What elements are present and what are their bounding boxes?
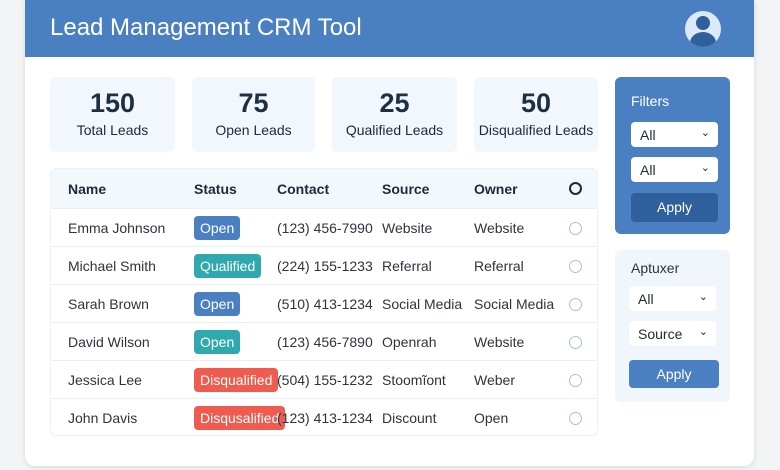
lead-source: Discount	[382, 410, 437, 426]
source-select[interactable]: Source ⌄	[629, 321, 716, 346]
secondary-filters-panel: Aptuxer All ⌄ Source ⌄ Apply	[615, 250, 730, 402]
stat-label: Total Leads	[76, 122, 149, 138]
chevron-down-icon: ⌄	[698, 291, 708, 303]
select-value: All	[640, 162, 656, 178]
app-title: Lead Management CRM Tool	[50, 14, 362, 41]
filter-select-3[interactable]: All ⌄	[629, 286, 716, 311]
col-owner[interactable]: Owner	[474, 181, 518, 197]
lead-name: Jessica Lee	[68, 372, 142, 388]
lead-name: John Davis	[68, 410, 138, 426]
status-badge: Open	[194, 330, 241, 354]
stat-card: 50 Disqualified Leads	[474, 77, 598, 152]
chevron-down-icon: ⌄	[698, 326, 708, 338]
stat-card: 150 Total Leads	[50, 77, 175, 152]
filters-title: Filters	[631, 93, 670, 109]
lead-name: Michael Smith	[68, 258, 156, 274]
stat-value: 25	[379, 88, 410, 118]
table-row[interactable]: Jessica Lee Disqualified (504) 155-1232 …	[51, 360, 597, 398]
row-select-radio[interactable]	[569, 298, 582, 311]
stat-value: 50	[520, 88, 552, 118]
lead-source: Social Media	[382, 296, 463, 312]
lead-contact: (510) 413-1234	[277, 296, 373, 312]
row-select-radio[interactable]	[569, 222, 582, 235]
stat-value: 75	[238, 88, 269, 118]
lead-source: Referral	[382, 258, 432, 274]
lead-contact: (123) 413-1234	[277, 410, 373, 426]
table-row[interactable]: David Wilson Open (123) 456-7890 Openrah…	[51, 322, 597, 360]
apply-button[interactable]: Apply	[631, 193, 718, 222]
stat-label: Disqualified Leads	[478, 122, 594, 138]
leads-table: Name Status Contact Source Owner Emma Jo…	[50, 168, 598, 436]
lead-name: David Wilson	[68, 334, 150, 350]
lead-contact: (504) 155-1232	[277, 372, 373, 388]
lead-source: Openrah	[382, 334, 437, 350]
lead-source: Website	[382, 220, 433, 236]
lead-name: Sarah Brown	[68, 296, 149, 312]
status-badge: Disqusalified	[194, 406, 286, 430]
col-status[interactable]: Status	[194, 181, 237, 197]
app-header: Lead Management CRM Tool	[25, 0, 754, 57]
stat-label: Open Leads	[215, 122, 292, 138]
lead-source: Stoomĩont	[382, 372, 446, 388]
lead-owner: Social Media	[474, 296, 555, 312]
stat-card: 75 Open Leads	[192, 77, 315, 152]
lead-owner: Open	[474, 410, 509, 426]
row-select-radio[interactable]	[569, 412, 582, 425]
col-source[interactable]: Source	[382, 181, 430, 197]
filters-panel: Filters All ⌄ All ⌄ Apply	[615, 77, 730, 234]
chevron-down-icon: ⌄	[700, 162, 710, 174]
table-row[interactable]: Emma Johnson Open (123) 456-7990 Website…	[51, 208, 597, 246]
secondary-filters-title: Aptuxer	[631, 260, 680, 276]
stat-label: Qualified Leads	[345, 122, 444, 138]
col-contact[interactable]: Contact	[277, 181, 330, 197]
col-name[interactable]: Name	[68, 181, 107, 197]
select-value: Source	[638, 326, 683, 342]
row-select-radio[interactable]	[569, 336, 582, 349]
chevron-down-icon: ⌄	[700, 127, 710, 139]
select-value: All	[638, 291, 654, 307]
user-avatar-icon[interactable]	[685, 11, 721, 47]
select-value: All	[640, 127, 656, 143]
table-header: Name Status Contact Source Owner	[51, 169, 597, 208]
lead-contact: (123) 456-7890	[277, 334, 373, 350]
select-all-radio[interactable]	[569, 182, 582, 195]
lead-contact: (224) 155-1233	[277, 258, 373, 274]
lead-owner: Weber	[474, 372, 515, 388]
table-row[interactable]: John Davis Disqusalified (123) 413-1234 …	[51, 398, 597, 435]
lead-owner: Website	[474, 334, 525, 350]
filter-select-2[interactable]: All ⌄	[631, 157, 718, 182]
lead-name: Emma Johnson	[68, 220, 166, 236]
stat-value: 150	[89, 88, 136, 118]
row-select-radio[interactable]	[569, 374, 582, 387]
filter-select-1[interactable]: All ⌄	[631, 122, 718, 147]
lead-owner: Referral	[474, 258, 524, 274]
lead-owner: Website	[474, 220, 525, 236]
status-badge: Qualified	[194, 254, 262, 278]
status-badge: Disqualified	[194, 368, 279, 392]
status-badge: Open	[194, 292, 241, 316]
row-select-radio[interactable]	[569, 260, 582, 273]
status-badge: Open	[194, 216, 241, 240]
table-row[interactable]: Sarah Brown Open (510) 413-1234 Social M…	[51, 284, 597, 322]
lead-contact: (123) 456-7990	[277, 220, 373, 236]
stat-card: 25 Qualified Leads	[332, 77, 457, 152]
apply-button-2[interactable]: Apply	[629, 360, 719, 388]
table-row[interactable]: Michael Smith Qualified (224) 155-1233 R…	[51, 246, 597, 284]
